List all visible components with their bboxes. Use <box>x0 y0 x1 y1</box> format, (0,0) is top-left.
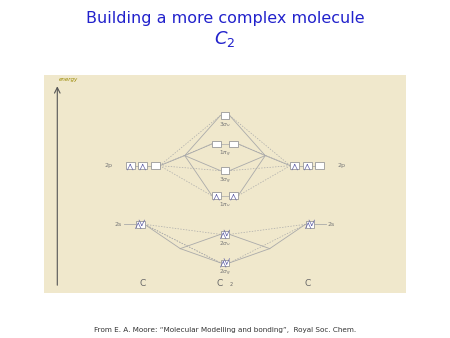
Bar <box>212 141 221 147</box>
Text: 2s: 2s <box>328 222 335 227</box>
Text: $C_2$: $C_2$ <box>214 29 236 49</box>
Bar <box>315 162 324 169</box>
Bar <box>306 221 315 228</box>
Bar <box>138 162 147 169</box>
Bar <box>303 162 312 169</box>
Text: $3\sigma_g$: $3\sigma_g$ <box>219 175 231 186</box>
Text: 2p: 2p <box>338 163 346 168</box>
Bar <box>220 167 230 174</box>
Text: 2p: 2p <box>104 163 112 168</box>
Text: $2\sigma_g$: $2\sigma_g$ <box>219 268 231 278</box>
Bar <box>212 192 221 199</box>
Bar <box>220 231 230 238</box>
Bar <box>229 192 238 199</box>
Bar <box>220 260 230 266</box>
Text: C: C <box>304 279 310 288</box>
Text: $2\sigma_u$: $2\sigma_u$ <box>219 239 231 248</box>
Text: C: C <box>140 279 146 288</box>
Bar <box>135 221 144 228</box>
Bar <box>126 162 135 169</box>
Bar <box>151 162 160 169</box>
Text: energy: energy <box>58 77 78 82</box>
Text: $1\pi_g$: $1\pi_g$ <box>219 149 231 159</box>
Text: $_2$: $_2$ <box>229 281 233 289</box>
Text: 2s: 2s <box>115 222 122 227</box>
Text: Building a more complex molecule: Building a more complex molecule <box>86 11 365 26</box>
Text: $3\sigma_u$: $3\sigma_u$ <box>219 120 231 129</box>
Bar <box>290 162 299 169</box>
Text: From E. A. Moore: “Molecular Modelling and bonding”,  Royal Soc. Chem.: From E. A. Moore: “Molecular Modelling a… <box>94 327 356 333</box>
Text: $1\pi_u$: $1\pi_u$ <box>219 200 231 210</box>
Bar <box>229 141 238 147</box>
Bar <box>44 75 406 293</box>
Bar <box>220 112 230 119</box>
Text: C: C <box>216 279 223 288</box>
